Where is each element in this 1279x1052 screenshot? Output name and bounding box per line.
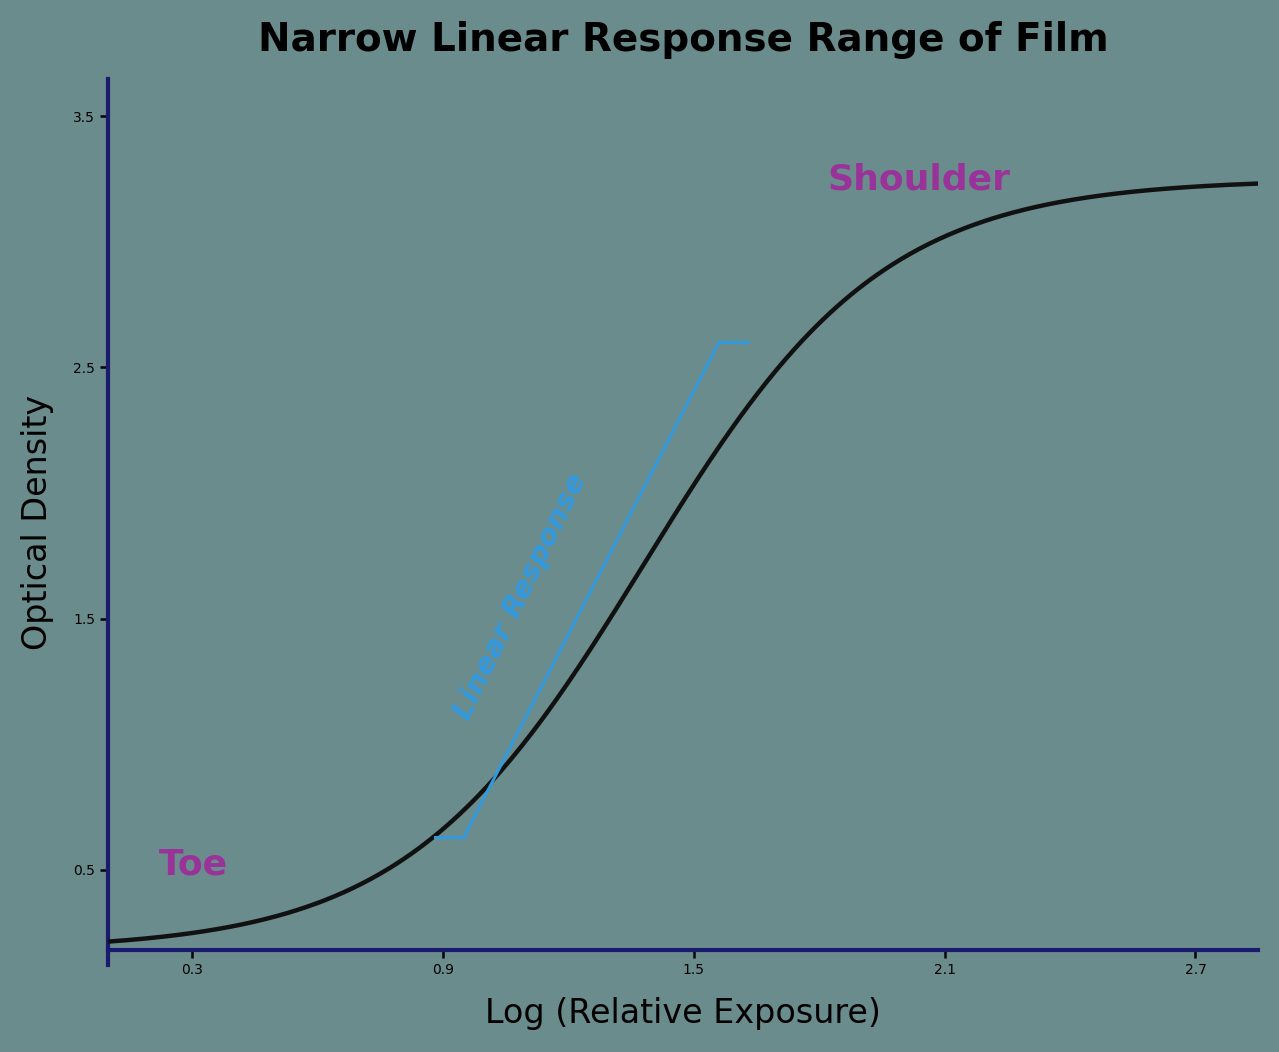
Y-axis label: Optical Density: Optical Density — [20, 394, 54, 649]
Text: Toe: Toe — [159, 848, 228, 882]
Title: Narrow Linear Response Range of Film: Narrow Linear Response Range of Film — [258, 21, 1109, 59]
X-axis label: Log (Relative Exposure): Log (Relative Exposure) — [486, 997, 881, 1030]
Text: Shoulder: Shoulder — [828, 162, 1010, 196]
Text: Linear Response: Linear Response — [449, 469, 592, 724]
